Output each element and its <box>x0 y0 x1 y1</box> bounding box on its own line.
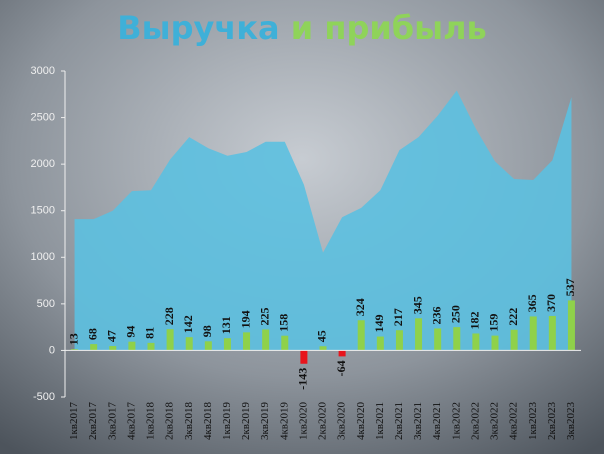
data-label: -143 <box>296 368 310 390</box>
data-label: 98 <box>200 325 214 337</box>
x-tick-label: 3кв2020 <box>336 402 348 441</box>
x-tick-label: 3кв2019 <box>259 402 271 441</box>
data-label: 217 <box>391 308 405 326</box>
data-label: 250 <box>449 305 463 323</box>
y-tick-label: 1500 <box>31 205 55 217</box>
data-label: 13 <box>66 333 80 345</box>
x-tick-label: 2кв2019 <box>240 402 252 441</box>
data-label: 159 <box>487 314 501 332</box>
bar <box>357 320 365 351</box>
x-tick-label: 3кв2022 <box>489 402 501 440</box>
x-tick-label: 2кв2021 <box>393 402 405 440</box>
bar <box>281 335 289 351</box>
area <box>74 90 572 351</box>
bar <box>529 316 537 351</box>
x-tick-label: 2кв2023 <box>546 402 558 441</box>
bar <box>510 329 518 351</box>
bar <box>262 329 270 351</box>
y-tick-label: 2500 <box>31 111 55 123</box>
data-label: 158 <box>277 314 291 332</box>
data-label: 324 <box>353 298 367 316</box>
y-tick-label: 3000 <box>31 65 55 77</box>
data-label: 94 <box>124 326 138 338</box>
data-label: 142 <box>181 315 195 333</box>
x-tick-label: 2кв2018 <box>164 402 176 441</box>
y-tick-label: 500 <box>37 298 55 310</box>
data-label: 194 <box>238 310 252 328</box>
bar <box>319 346 327 351</box>
y-tick-label: 0 <box>49 344 55 356</box>
x-tick-label: 1кв2020 <box>297 402 309 441</box>
bar <box>90 344 98 351</box>
x-tick-label: 3кв2017 <box>106 402 118 441</box>
bar <box>567 300 575 351</box>
data-label: 131 <box>219 316 233 334</box>
x-tick-label: 1кв2017 <box>68 402 80 441</box>
data-label: 365 <box>525 294 539 312</box>
chart-title: Выручка и прибыль <box>117 9 486 47</box>
data-label: 228 <box>162 307 176 325</box>
bar <box>109 346 117 351</box>
x-tick-label: 4кв2021 <box>431 402 443 440</box>
bar <box>434 328 442 351</box>
x-tick-label: 4кв2017 <box>125 402 137 441</box>
y-tick-label: 2000 <box>31 158 55 170</box>
data-label: 45 <box>315 330 329 342</box>
data-label: 81 <box>143 327 157 339</box>
data-label: 345 <box>410 296 424 314</box>
data-label: 225 <box>257 307 271 325</box>
x-tick-label: 2кв2022 <box>469 402 481 440</box>
bar <box>491 335 499 351</box>
data-label: 182 <box>468 311 482 329</box>
bar <box>415 318 423 351</box>
bar <box>223 338 231 351</box>
x-tick-label: 1кв2018 <box>145 402 157 441</box>
data-label: 68 <box>85 328 99 340</box>
data-label: 537 <box>563 278 577 296</box>
x-tick-label: 1кв2023 <box>527 402 539 441</box>
bar <box>71 349 79 351</box>
x-tick-label: 3кв2018 <box>183 402 195 441</box>
data-label: 236 <box>429 306 443 324</box>
x-tick-label: 4кв2018 <box>202 402 214 441</box>
y-tick-label: -500 <box>33 391 55 403</box>
x-tick-label: 3кв2023 <box>565 402 577 441</box>
bar <box>548 315 556 351</box>
x-tick-label: 3кв2021 <box>412 402 424 440</box>
data-label: 149 <box>372 315 386 333</box>
bar <box>472 333 480 351</box>
bar <box>166 329 174 351</box>
title-part: и прибыль <box>291 9 487 47</box>
data-label: 370 <box>544 294 558 312</box>
bar <box>243 332 251 351</box>
data-label: 222 <box>506 308 520 326</box>
bar <box>376 336 384 351</box>
data-label: -64 <box>334 360 348 376</box>
bar <box>128 341 136 351</box>
x-tick-label: 2кв2017 <box>87 402 99 441</box>
title-part: Выручка <box>117 9 279 47</box>
bar <box>300 350 308 364</box>
x-tick-label: 1кв2022 <box>450 402 462 440</box>
x-tick-label: 2кв2020 <box>317 402 329 441</box>
y-tick-label: 1000 <box>31 251 55 263</box>
bar <box>185 337 193 351</box>
bar <box>147 342 155 351</box>
x-tick-label: 4кв2020 <box>355 402 367 441</box>
x-tick-label: 1кв2021 <box>374 402 386 440</box>
x-tick-label: 4кв2022 <box>508 402 520 440</box>
bar <box>338 350 346 357</box>
bar <box>453 327 461 351</box>
x-tick-label: 1кв2019 <box>221 402 233 441</box>
bar <box>395 330 403 351</box>
data-label: 47 <box>105 330 119 342</box>
bar <box>204 341 212 351</box>
x-tick-label: 4кв2019 <box>278 402 290 441</box>
